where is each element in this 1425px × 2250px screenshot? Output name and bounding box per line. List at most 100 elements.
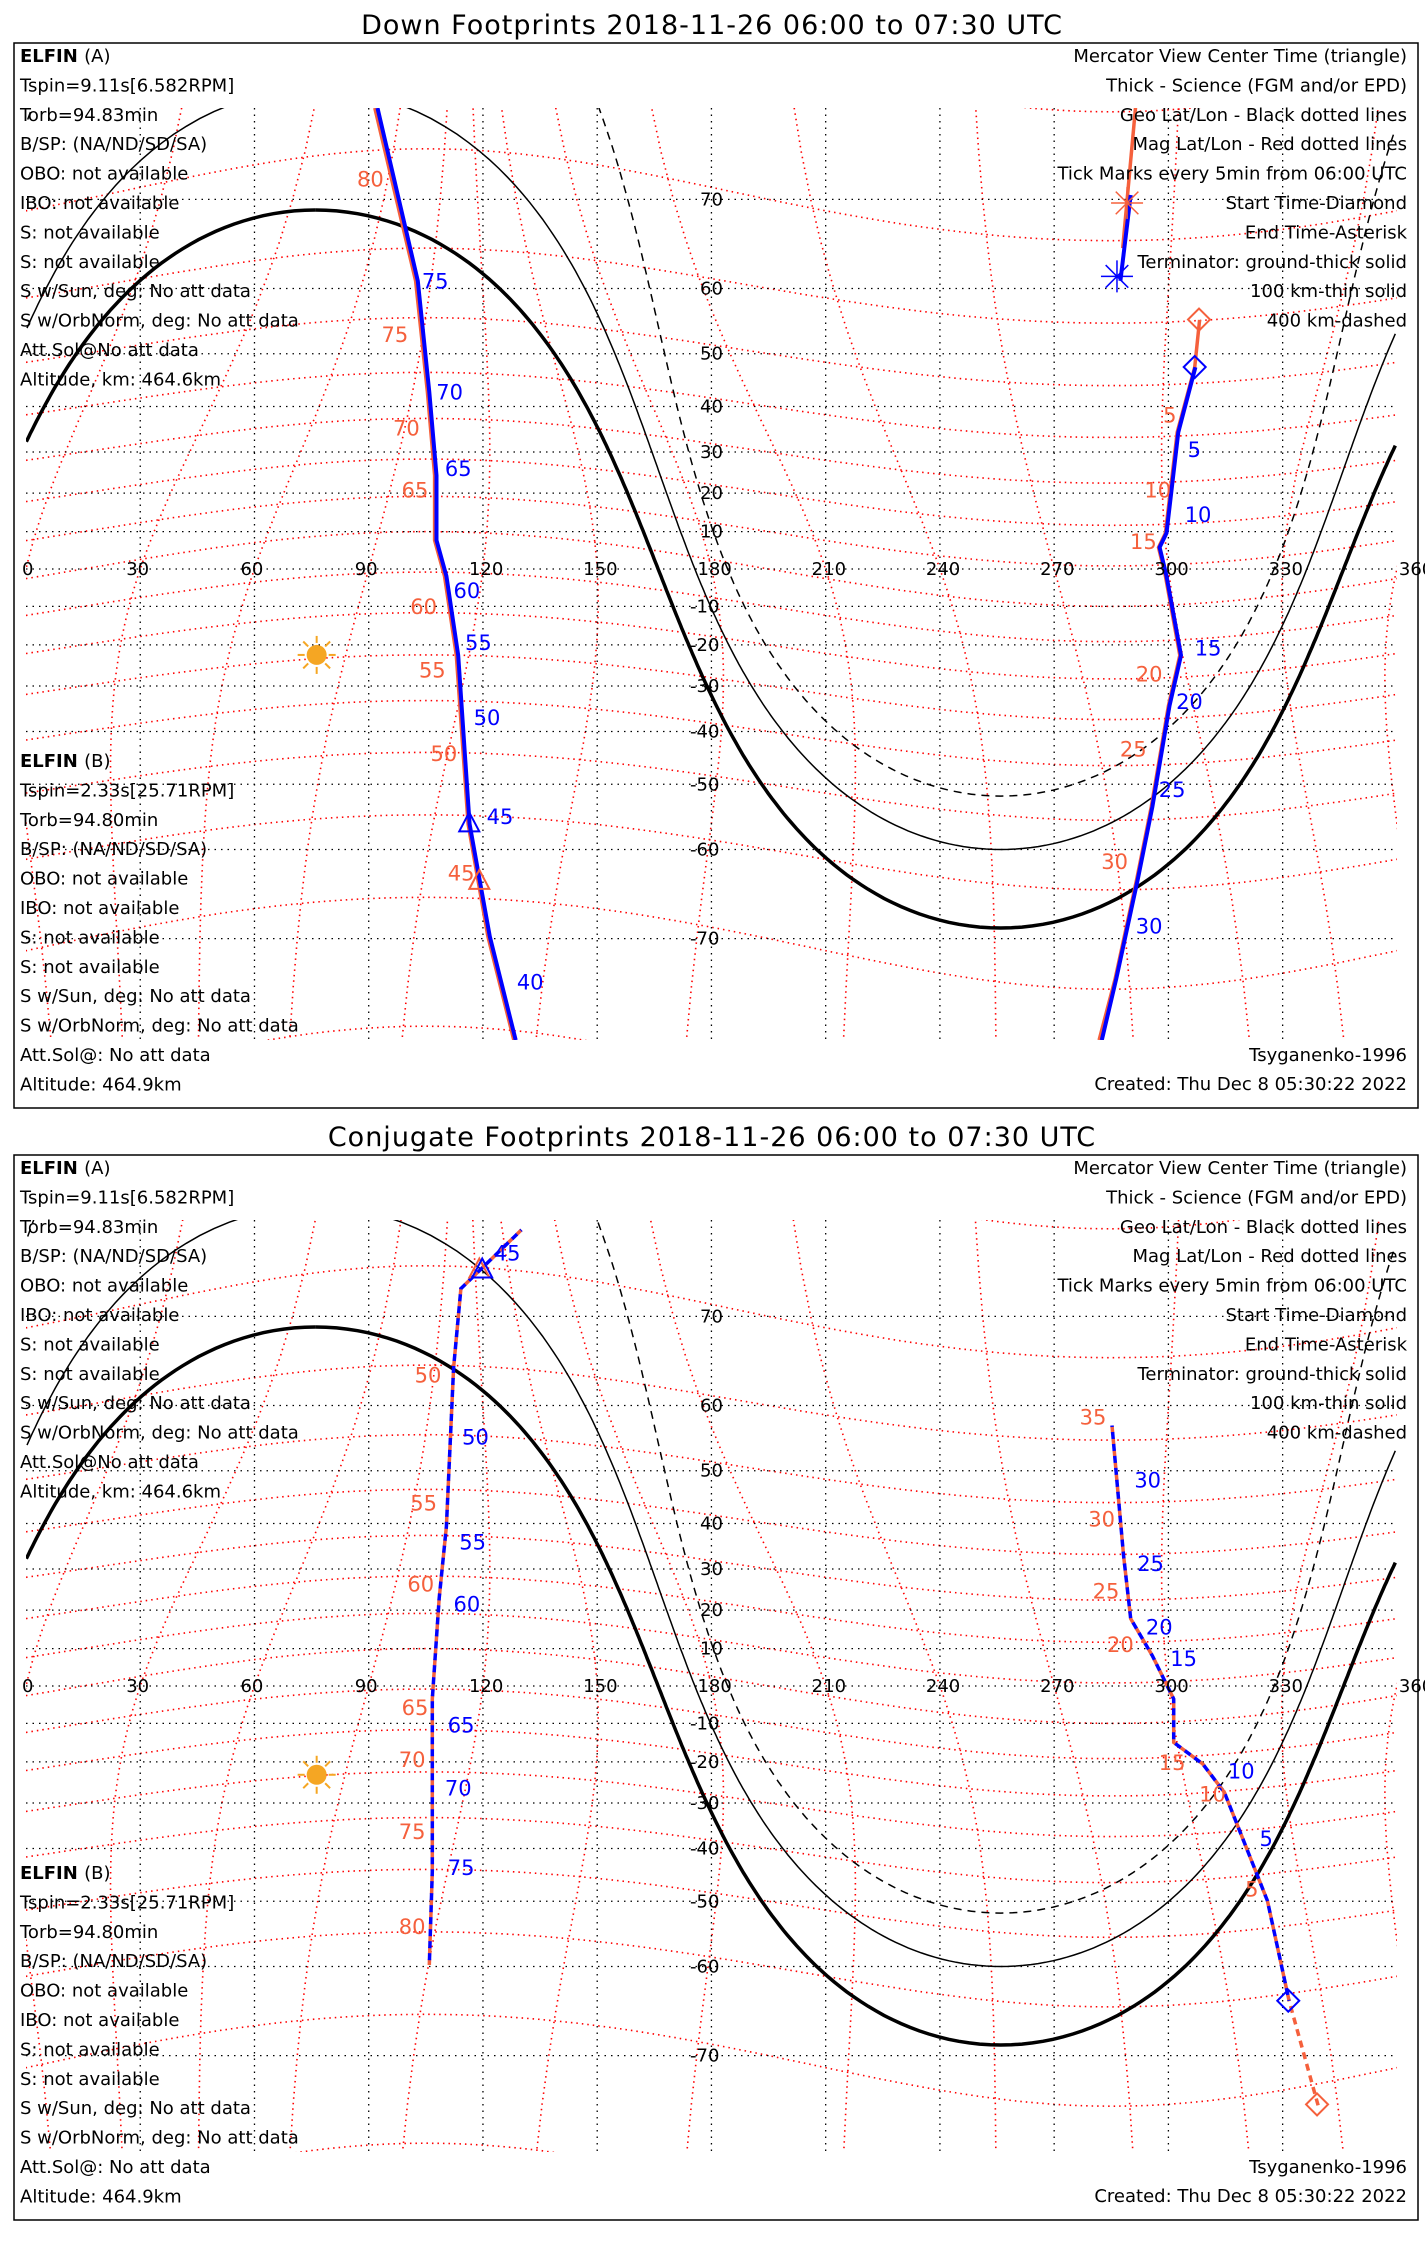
lon-tick-label: 180 [697,559,731,580]
elfin-a-time-tick: 70 [436,381,463,405]
mag-lon-line [1160,108,1251,1040]
info-line: Att.Sol@: No att data [20,2157,211,2178]
lat-tick-label: -20 [690,1752,719,1773]
lat-tick-label: -70 [690,2046,719,2067]
lon-tick-label: 30 [126,559,149,580]
mag-lat-line [26,1816,1397,1884]
legend-line: Geo Lat/Lon - Black dotted lines [1120,1217,1407,1238]
terminator-100km [406,108,1396,851]
mag-lon-line [1384,1682,1397,1948]
elfin-a-time-tick: 65 [448,1713,475,1737]
model-label: Tsyganenko-1996 [1248,1045,1407,1066]
elfin-a-info: ELFIN (A) Tspin=9.11s[6.582RPM] Torb=94.83… [19,46,299,390]
elfin-a-track [1118,194,1133,282]
lon-tick-label: 360 [1399,559,1425,580]
legend-line: End Time-Asterisk [1245,222,1408,243]
lon-tick-label: 0 [22,1676,33,1697]
legend: Mercator View Center Time (triangle) Thic… [1056,46,1407,332]
elfin-b-time-tick: 65 [402,478,429,502]
info-line: IBO: not available [20,2010,179,2031]
elfin-b-time-tick: 5 [1163,404,1176,428]
elfin-a-track [375,108,518,1040]
legend: Mercator View Center Time (triangle) Thic… [1056,1158,1407,1444]
elfin-b-track [1110,1425,1320,2106]
lat-tick-label: -30 [690,1793,719,1814]
legend-line: Mag Lat/Lon - Red dotted lines [1132,1246,1407,1267]
legend-line: Terminator: ground-thick solid [1136,252,1407,273]
elfin-b-info: ELFIN (B) Tspin=2.33s[25.71RPM] Torb=94.80… [19,1863,299,2207]
lon-tick-label: 240 [926,559,960,580]
elfin-b-time-tick: 25 [1120,737,1147,761]
start-time-diamond-icon [1186,307,1212,332]
info-line: S: not available [20,222,160,243]
info-line: S: not available [20,2069,160,2090]
terminator-ground [315,1325,1397,2047]
mag-lon-line [649,1220,857,2152]
terminator-400km [598,108,1395,797]
terminator-ground [26,208,316,443]
info-line: B/SP: (NA/ND/SD/SA) [20,134,207,155]
elfin-b-time-tick: 80 [399,1915,426,1939]
lat-tick-label: 60 [700,1395,723,1416]
mag-lon-line [554,108,725,1040]
elfin-a-time-tick: 30 [1136,915,1163,939]
lon-tick-label: 120 [469,1676,503,1697]
elfin-a-time-tick: 25 [1159,778,1186,802]
mag-lon-line [1280,1220,1380,2152]
created-timestamp: Created: Thu Dec 8 05:30:22 2022 [1094,1074,1407,1095]
elfin-a-time-tick: 75 [422,270,449,294]
mag-lon-line [0,1119,19,2250]
elfin-a-time-tick: 25 [1137,1552,1164,1576]
elfin-a-time-tick: 50 [462,1426,489,1450]
legend-line: Thick - Science (FGM and/or EPD) [1105,75,1407,96]
info-line: S: not available [20,1334,160,1355]
lon-tick-label: 150 [583,559,617,580]
model-label: Tsyganenko-1996 [1248,2157,1407,2178]
lon-tick-label: 120 [469,559,503,580]
info-line: Altitude, km: 464.6km [20,369,221,390]
elfin-a-track [1099,366,1198,1040]
elfin-b-track [1120,108,1138,249]
info-line: B/SP: (NA/ND/SD/SA) [20,1951,207,1972]
legend-line: 100 km-thin solid [1250,281,1407,302]
center-time-triangle-icon [470,1256,494,1279]
elfin-b-info: ELFIN (B) Tspin=2.33s[25.71RPM] Torb=94.80… [19,751,299,1095]
lon-tick-label: 180 [697,1676,731,1697]
lat-tick-label: -50 [690,1891,719,1912]
terminator-100km [26,1220,239,1446]
lon-tick-label: 90 [355,1676,378,1697]
info-line: S: not available [20,927,160,948]
lat-tick-label: -60 [690,840,719,861]
info-line: S w/Sun, deg: No att data [20,2098,251,2119]
info-line: S: not available [20,1364,160,1385]
elfin-b-time-tick: 70 [399,1748,426,1772]
center-time-triangle-icon [467,867,491,890]
end-time-asterisk-icon [1100,260,1133,293]
info-line: Tspin=9.11s[6.582RPM] [19,1187,234,1208]
elfin-b-time-tick: 25 [1093,1580,1120,1604]
subsolar-sun-icon [297,1755,336,1794]
info-line: IBO: not available [20,1305,179,1326]
map-area [0,1119,1397,2250]
elfin-b-time-tick: 70 [393,417,420,441]
probe-label: (B) [84,1863,110,1884]
mag-lon-line [401,1220,491,2152]
panel-title: Conjugate Footprints 2018-11-26 06:00 to… [328,1122,1096,1153]
lon-tick-label: 360 [1399,1676,1425,1697]
conjugate-footprints-panel: Conjugate Footprints 2018-11-26 06:00 to… [0,1119,1425,2250]
elfin-b-time-tick: 20 [1136,663,1163,687]
end-time-asterisk-icon [1111,186,1144,219]
lat-tick-label: 20 [700,483,723,504]
info-line: IBO: not available [20,898,179,919]
legend-line: Mercator View Center Time (triangle) [1073,1158,1407,1179]
elfin-b-time-tick: 20 [1107,1633,1134,1657]
spacecraft-label: ELFIN [20,751,78,772]
legend-line: 400 km-dashed [1267,311,1407,332]
lat-tick-label: 20 [700,1600,723,1621]
elfin-b-time-tick: 50 [430,742,457,766]
lat-tick-label: 10 [700,522,723,543]
lon-tick-label: 90 [355,559,378,580]
info-line: OBO: not available [20,869,188,890]
info-line: S w/Sun, deg: No att data [20,986,251,1007]
